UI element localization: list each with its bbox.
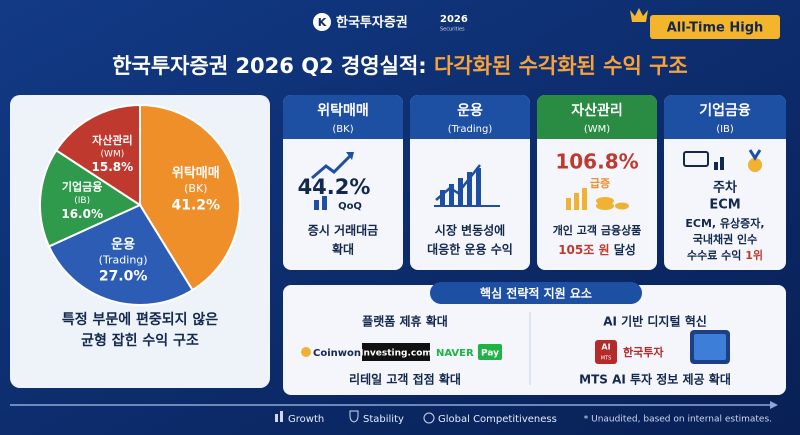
strategy-heading: AI 기반 디지털 혁신: [603, 314, 707, 329]
pie-slice: [47, 203, 194, 306]
pie: 위탁매매(BK) 41.2% 운용(Trading) 27.0% 기업금융 (IB)16.…: [39, 103, 241, 306]
card-text: ECM, 유상증자,: [685, 216, 764, 230]
card-text: 개인 고객 금융상품: [553, 223, 642, 237]
card-figure-note: 급증: [590, 177, 610, 190]
card-text: 시장 변동성에: [435, 223, 505, 238]
card-header: [537, 95, 657, 139]
mts-logo-text: MTS: [601, 356, 612, 362]
slice-label: 위탁매매: [172, 165, 220, 181]
strategy-card: [283, 285, 786, 395]
slice-label: 자산관리: [92, 133, 132, 147]
mts-logo: [595, 340, 617, 364]
title: 한국투자증권 2026 Q2 경영실적: 다각화된 수각화된 수익 구조: [112, 54, 688, 78]
card-title: 자산관리: [571, 102, 623, 119]
card-title: 기업금융: [699, 103, 751, 119]
card-text: 확대: [332, 242, 354, 257]
strategy-heading: 플랫폼 제휴 확대: [362, 314, 448, 329]
brand-sub: Securities: [440, 27, 465, 33]
slice-value: 41.2%: [172, 197, 221, 213]
svg-text:K: K: [318, 16, 327, 29]
slice-label: 기업금융: [62, 179, 102, 193]
slice-code: (BK): [184, 182, 207, 195]
partner-logo: Coinwon: [313, 348, 361, 359]
card-figure-note: QoQ: [338, 201, 362, 212]
crown-icon: [630, 8, 648, 22]
strategy-caption: MTS AI 투자 정보 제공 확대: [579, 372, 731, 387]
partner-logo: Investing.com: [360, 349, 432, 359]
footer-item: Growth: [288, 414, 324, 425]
footnote: * Unaudited, based on internal estimates…: [584, 415, 772, 425]
brand: 한국투자증권: [336, 15, 408, 31]
card-figure-note: ECM: [709, 198, 740, 213]
strategy-title: 핵심 전략적 지원 요소: [480, 286, 592, 301]
card-text: 증시 거래대금: [308, 223, 378, 238]
card-header: [283, 95, 403, 139]
slice-code: (IB): [74, 196, 90, 206]
ib-icons: [683, 149, 762, 172]
card-code: (IB): [716, 124, 734, 135]
slice-value: 15.8%: [92, 160, 134, 174]
card-title: 위탁매매: [317, 102, 369, 119]
brand-year: 2026: [440, 14, 468, 25]
badge: [650, 15, 780, 39]
pie-summary: 특정 부문에 편중되지 않은: [62, 311, 218, 328]
segment-cards: 위탁매매 (BK) 운용 (Trading) 자산관리 (WM) 기업금융 (I…: [283, 95, 786, 270]
logo-icon: [313, 13, 331, 31]
card-header: [410, 95, 530, 139]
chart-icon: [434, 164, 500, 207]
partner-logo: NAVER: [436, 348, 474, 359]
slice-code: (WM): [101, 149, 125, 159]
mts-logo-text: AI: [601, 343, 610, 352]
footer-item: Stability: [363, 414, 404, 425]
card-text: 105조 원 달성: [558, 243, 636, 257]
card-figure: 106.8%: [555, 150, 638, 174]
brand-logo: 한국투자: [623, 345, 664, 359]
slice-label: 운용: [111, 236, 135, 252]
pie-slice: [39, 148, 143, 248]
pie-slice: [54, 103, 141, 207]
slice-value: 16.0%: [61, 207, 103, 221]
trend-icon: [311, 154, 352, 180]
pie-summary: 균형 잡힌 수익 구조: [81, 332, 199, 349]
strategy-caption: 리테일 고객 접점 확대: [349, 372, 461, 387]
card-text: 수수료 수익 1위: [687, 249, 763, 262]
card-code: (WM): [584, 124, 610, 135]
slice-value: 27.0%: [99, 269, 148, 285]
card-figure: 44.2%: [298, 175, 371, 199]
badge-text: All-Time High: [667, 21, 764, 36]
partner-logo: Pay: [481, 349, 499, 359]
slice-code: (Trading): [99, 253, 148, 266]
card-text: 대응한 운용 수익: [427, 242, 513, 257]
card-header: [664, 95, 786, 139]
footer-item: Global Competitiveness: [438, 414, 557, 425]
card-title: 운용: [457, 103, 483, 119]
strategy-pill: [430, 282, 642, 304]
card-figure: 주차: [713, 180, 737, 196]
card-code: (BK): [332, 124, 353, 135]
card-text: 국내채권 인수: [693, 232, 758, 246]
partner-logo-bg: [362, 343, 430, 361]
coins-icon: [566, 188, 629, 210]
card-code: (Trading): [448, 124, 493, 135]
